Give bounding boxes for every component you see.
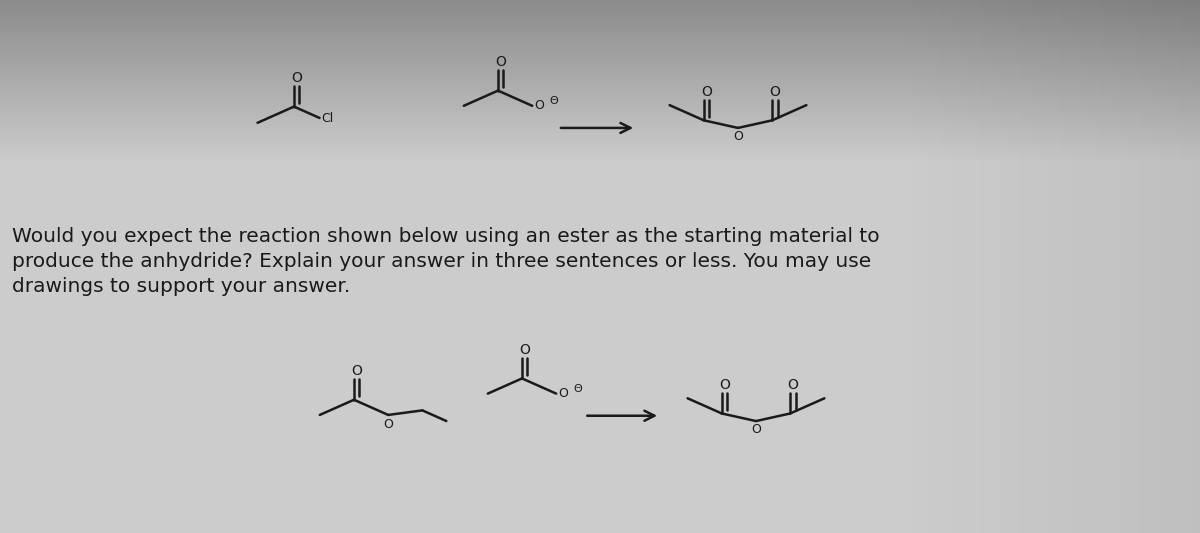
Text: O: O bbox=[383, 418, 394, 431]
Text: O: O bbox=[769, 85, 780, 99]
Text: O: O bbox=[733, 130, 743, 143]
Text: O: O bbox=[352, 365, 362, 378]
Text: O: O bbox=[558, 387, 569, 400]
Text: Would you expect the reaction shown below using an ester as the starting materia: Would you expect the reaction shown belo… bbox=[12, 227, 880, 295]
Text: O: O bbox=[496, 55, 506, 69]
Text: O: O bbox=[520, 343, 530, 357]
Text: O: O bbox=[292, 71, 302, 85]
Text: O: O bbox=[701, 85, 712, 99]
Text: Θ: Θ bbox=[550, 96, 558, 106]
Text: Cl: Cl bbox=[322, 112, 334, 125]
Text: Θ: Θ bbox=[574, 384, 582, 393]
Text: O: O bbox=[534, 99, 545, 112]
Text: O: O bbox=[751, 423, 761, 436]
Text: O: O bbox=[719, 378, 730, 392]
Text: O: O bbox=[787, 378, 798, 392]
